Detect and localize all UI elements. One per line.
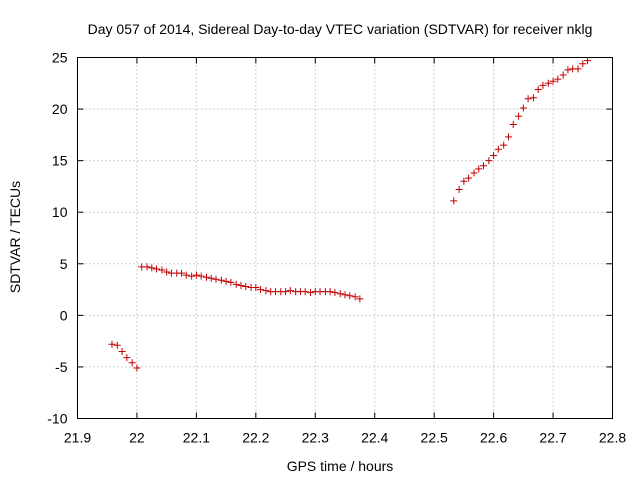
data-point-marker	[519, 104, 527, 112]
data-points	[108, 57, 592, 372]
y-axis-label: SDTVAR / TECUs	[7, 181, 23, 293]
data-point-marker	[252, 284, 260, 292]
y-tick-label: -5	[55, 359, 68, 375]
data-point-marker	[242, 282, 250, 290]
data-point-marker	[153, 265, 161, 273]
data-point-marker	[212, 275, 220, 283]
x-tick-label: 22.7	[539, 430, 566, 446]
x-axis-label: GPS time / hours	[287, 458, 394, 474]
y-tick-label: 15	[52, 153, 68, 169]
x-tick-label: 22	[129, 430, 145, 446]
data-point-marker	[133, 364, 141, 372]
axis-ticks	[77, 57, 613, 419]
data-point-marker	[257, 286, 265, 294]
data-point-marker	[455, 186, 463, 194]
data-point-marker	[182, 271, 190, 279]
data-point-marker	[232, 280, 240, 288]
data-point-marker	[579, 60, 587, 68]
data-point-marker	[307, 289, 315, 297]
data-point-marker	[197, 272, 205, 280]
x-tick-label: 22.8	[599, 430, 626, 446]
data-point-marker	[559, 71, 567, 79]
data-point-marker	[500, 141, 508, 149]
data-point-marker	[113, 341, 121, 349]
data-point-marker	[529, 94, 537, 102]
data-point-marker	[262, 287, 270, 295]
tick-labels: 21.9 22 22.1 22.2 22.3 22.4 22.5 22.6 22.7 22.8 -1…	[47, 50, 626, 446]
data-point-marker	[148, 264, 156, 272]
data-point-marker	[515, 112, 523, 120]
data-point-marker	[143, 263, 151, 271]
data-point-marker	[460, 177, 468, 185]
data-point-marker	[351, 293, 359, 301]
x-tick-label: 22.4	[361, 430, 388, 446]
data-point-marker	[475, 165, 483, 173]
y-tick-label: 0	[60, 307, 68, 323]
data-point-marker	[574, 65, 582, 73]
data-point-marker	[504, 133, 512, 141]
data-point-marker	[331, 289, 339, 297]
chart-title: Day 057 of 2014, Sidereal Day-to-day VTE…	[88, 21, 593, 37]
data-point-marker	[490, 151, 498, 159]
data-point-marker	[222, 277, 230, 285]
data-point-marker	[480, 162, 488, 170]
data-point-marker	[202, 273, 210, 281]
data-point-marker	[178, 269, 186, 277]
data-point-marker	[282, 288, 290, 296]
data-point-marker	[217, 276, 225, 284]
grid-lines	[77, 57, 613, 419]
data-point-marker	[450, 197, 458, 205]
data-point-marker	[192, 271, 200, 279]
data-point-marker	[118, 347, 126, 355]
data-point-marker	[108, 340, 116, 348]
data-point-marker	[336, 290, 344, 298]
data-point-marker	[524, 95, 532, 103]
x-tick-label: 21.9	[64, 430, 91, 446]
data-point-marker	[584, 57, 592, 65]
data-point-marker	[539, 81, 547, 89]
data-point-marker	[128, 359, 136, 367]
data-point-marker	[465, 174, 473, 182]
data-point-marker	[341, 291, 349, 299]
data-point-marker	[549, 77, 557, 85]
data-point-marker	[509, 121, 517, 129]
data-point-marker	[544, 79, 552, 87]
x-tick-label: 22.6	[480, 430, 507, 446]
data-point-marker	[163, 268, 171, 276]
y-tick-label: -10	[47, 411, 67, 427]
plot-frame	[77, 57, 613, 419]
data-point-marker	[207, 274, 215, 282]
data-point-marker	[301, 288, 309, 296]
x-tick-label: 22.2	[242, 430, 269, 446]
y-tick-label: 10	[52, 204, 68, 220]
data-point-marker	[564, 66, 572, 74]
x-tick-label: 22.5	[421, 430, 448, 446]
x-tick-label: 22.1	[183, 430, 210, 446]
data-point-marker	[554, 75, 562, 83]
data-point-marker	[485, 157, 493, 165]
y-tick-label: 25	[52, 50, 68, 66]
x-tick-label: 22.3	[302, 430, 329, 446]
data-point-marker	[494, 145, 502, 153]
data-point-marker	[346, 292, 354, 300]
data-point-marker	[237, 281, 245, 289]
data-point-marker	[158, 266, 166, 274]
data-point-marker	[227, 278, 235, 286]
data-point-marker	[326, 288, 334, 296]
y-tick-label: 20	[52, 101, 68, 117]
data-point-marker	[286, 287, 294, 295]
data-point-marker	[188, 272, 196, 280]
data-point-marker	[123, 354, 131, 362]
data-point-marker	[356, 295, 364, 303]
y-tick-label: 5	[60, 256, 68, 272]
data-point-marker	[534, 85, 542, 93]
data-point-marker	[470, 169, 478, 177]
